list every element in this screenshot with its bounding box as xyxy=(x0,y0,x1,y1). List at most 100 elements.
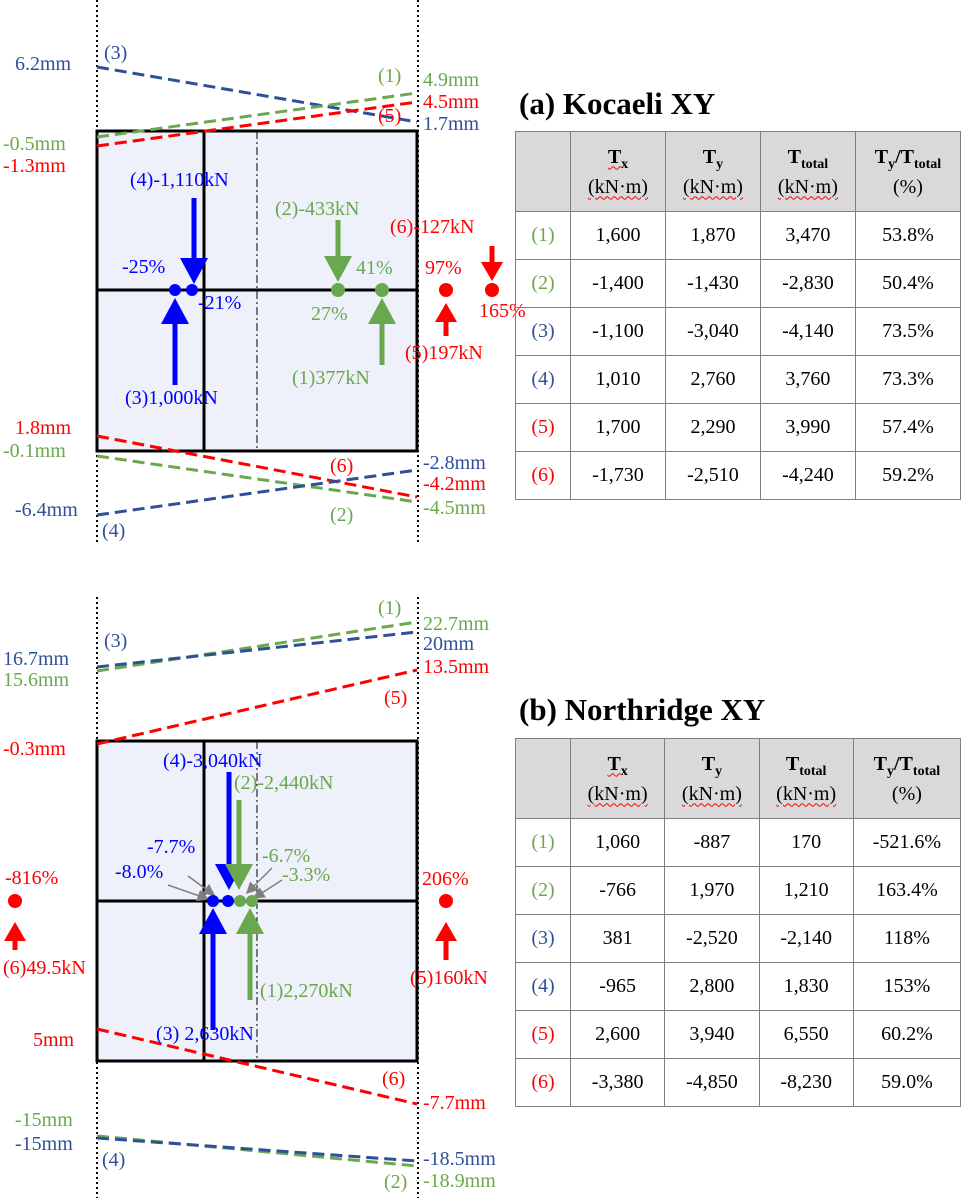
drift-line-1 xyxy=(96,620,418,673)
cell-tx: -1,730 xyxy=(570,451,666,500)
force-arrow-3 xyxy=(161,298,189,385)
force-label: (1)377kN xyxy=(292,367,370,389)
force-arrow-5 xyxy=(435,922,457,960)
force-label: (2)-433kN xyxy=(275,198,359,220)
force-label: (4)-3,040kN xyxy=(163,750,262,772)
center-of-mass-marker xyxy=(375,283,389,297)
percentage-label: 206% xyxy=(422,868,469,890)
cell-ratio: 118% xyxy=(852,914,962,963)
line-id-label: (5) xyxy=(384,687,407,709)
table-header-row: Tx (kN·m) Ty (kN·m) Ttotal (kN·m) Ty/Ttotal… xyxy=(515,131,962,212)
row-index: (5) xyxy=(515,1010,571,1059)
line-id-label: (4) xyxy=(102,520,125,542)
cell-ttotal: 1,210 xyxy=(758,866,854,915)
line-id-label: (3) xyxy=(104,630,127,652)
cell-tx: -3,380 xyxy=(569,1058,666,1107)
percentage-label: -816% xyxy=(5,867,58,889)
cell-ttotal: 3,990 xyxy=(759,403,856,452)
displacement-label: 15.6mm xyxy=(3,669,70,691)
percentage-label: -21% xyxy=(198,292,241,314)
cell-ttotal: 1,830 xyxy=(758,962,854,1011)
table-row: (5) 2,600 3,940 6,550 60.2% xyxy=(515,1010,962,1059)
pointer-arrow xyxy=(167,884,210,902)
table-row: (2) -766 1,970 1,210 163.4% xyxy=(515,866,962,915)
force-label: (6)-127kN xyxy=(390,216,474,238)
table-corner-cell xyxy=(515,738,571,819)
column-header-tx: Tx (kN·m) xyxy=(569,738,666,819)
cell-ratio: 73.5% xyxy=(854,307,962,356)
center-of-mass-marker xyxy=(246,895,258,907)
cell-ttotal: -2,830 xyxy=(759,259,856,308)
table-corner-cell xyxy=(515,131,571,212)
table-row: (1) 1,600 1,870 3,470 53.8% xyxy=(515,211,962,260)
percentage-label: 165% xyxy=(479,300,526,322)
pointer-arrow xyxy=(187,875,216,896)
displacement-label: 6.2mm xyxy=(15,53,72,75)
force-label: (6)49.5kN xyxy=(3,957,86,979)
line-id-label: (6) xyxy=(330,455,353,477)
cell-ttotal: 3,470 xyxy=(759,211,856,260)
row-index: (4) xyxy=(515,355,571,404)
force-arrow-6 xyxy=(4,922,26,950)
percentage-label: -3.3% xyxy=(282,864,330,886)
displacement-label: 1.7mm xyxy=(423,113,480,135)
percentage-label: 27% xyxy=(311,303,348,325)
cell-ttotal: -8,230 xyxy=(758,1058,854,1107)
eccentricity-marker xyxy=(439,283,453,297)
force-label: (2)-2,440kN xyxy=(234,772,333,794)
cell-ratio: 57.4% xyxy=(854,403,962,452)
cell-ratio: 59.0% xyxy=(852,1058,962,1107)
displacement-label: 4.5mm xyxy=(423,91,480,113)
drift-line-3 xyxy=(96,630,418,669)
line-id-label: (2) xyxy=(384,1171,407,1193)
force-label: (5)160kN xyxy=(410,967,488,989)
cell-tx: 1,600 xyxy=(570,211,666,260)
table-row: (3) 381 -2,520 -2,140 118% xyxy=(515,914,962,963)
cell-ty: -3,040 xyxy=(664,307,761,356)
displacement-label: 16.7mm xyxy=(3,648,70,670)
column-header-ratio: Ty/Ttotal (%) xyxy=(852,738,962,819)
row-index: (3) xyxy=(515,307,571,356)
row-index: (6) xyxy=(515,1058,571,1107)
force-label: (3)1,000kN xyxy=(125,387,218,409)
cell-ratio: 163.4% xyxy=(852,866,962,915)
eccentricity-marker xyxy=(485,283,499,297)
displacement-label: -0.3mm xyxy=(3,738,66,760)
cell-ty: 2,800 xyxy=(664,962,760,1011)
cell-ty: 1,870 xyxy=(664,211,761,260)
force-arrow-2 xyxy=(324,220,352,282)
center-of-rigidity-marker xyxy=(186,284,198,296)
cell-ty: -887 xyxy=(664,818,760,867)
percentage-label: -25% xyxy=(122,256,165,278)
table-row: (3) -1,100 -3,040 -4,140 73.5% xyxy=(515,307,962,356)
row-index: (5) xyxy=(515,403,571,452)
line-id-label: (4) xyxy=(102,1149,125,1171)
displacement-label: -1.3mm xyxy=(3,155,66,177)
cell-ratio: 53.8% xyxy=(854,211,962,260)
drift-line-4 xyxy=(96,468,418,517)
cell-ratio: -521.6% xyxy=(852,818,962,867)
displacement-label: 13.5mm xyxy=(423,656,490,678)
row-index: (4) xyxy=(515,962,571,1011)
row-index: (2) xyxy=(515,866,571,915)
table-row: (6) -1,730 -2,510 -4,240 59.2% xyxy=(515,451,962,500)
force-arrow-1 xyxy=(236,908,264,1000)
row-index: (1) xyxy=(515,211,571,260)
table-row: (4) -965 2,800 1,830 153% xyxy=(515,962,962,1011)
percentage-label: 41% xyxy=(356,257,393,279)
torsion-table-a: Tx (kN·m) Ty (kN·m) Ttotal (kN·m) Ty/Ttotal… xyxy=(515,131,962,500)
cell-tx: 1,700 xyxy=(570,403,666,452)
cell-ratio: 50.4% xyxy=(854,259,962,308)
pointer-arrow xyxy=(252,879,283,899)
cell-tx: 1,010 xyxy=(570,355,666,404)
cell-ttotal: 3,760 xyxy=(759,355,856,404)
drift-line-2 xyxy=(96,454,418,504)
cell-ratio: 73.3% xyxy=(854,355,962,404)
displacement-label: 22.7mm xyxy=(423,613,490,635)
center-of-mass-marker xyxy=(234,895,246,907)
cell-ratio: 153% xyxy=(852,962,962,1011)
cell-ttotal: -4,240 xyxy=(759,451,856,500)
force-label: (5)197kN xyxy=(405,342,483,364)
center-of-mass-marker xyxy=(331,283,345,297)
